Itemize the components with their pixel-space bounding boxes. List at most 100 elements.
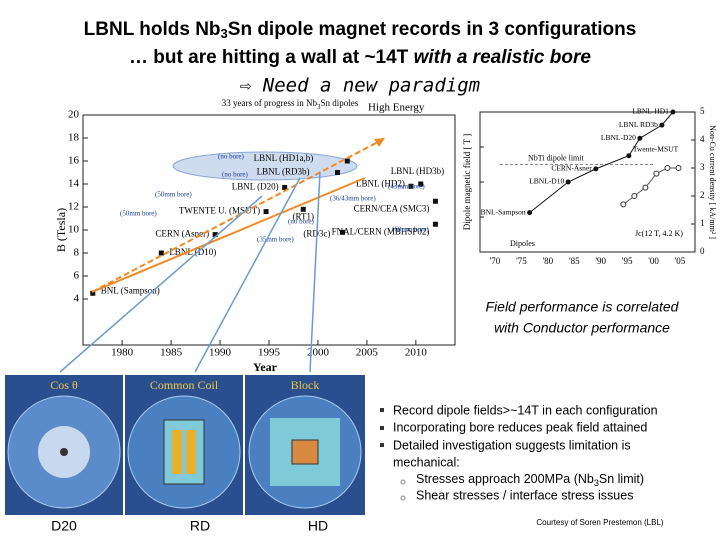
x-tick-label: 1995 bbox=[258, 347, 281, 359]
title-text: LBNL holds Nb bbox=[84, 19, 221, 40]
data-point bbox=[212, 232, 218, 238]
note-line: Field performance is correlated bbox=[486, 299, 680, 315]
panel-title: Block bbox=[291, 378, 320, 392]
panel bbox=[245, 375, 365, 515]
bullet-text: Record dipole fields>~14T in each config… bbox=[393, 403, 658, 417]
text-sub: 3 bbox=[594, 478, 599, 488]
bullet-list: Record dipole fields>~14T in each config… bbox=[380, 403, 658, 502]
bullet-text: mechanical: bbox=[393, 455, 460, 469]
panel-caption: RD bbox=[190, 518, 210, 534]
point-label: LBNL (HD1a,b) bbox=[254, 153, 314, 163]
annotation: (no bore) bbox=[222, 171, 249, 179]
x-tick-label: '05 bbox=[675, 256, 686, 266]
sub-bullet bbox=[400, 479, 406, 485]
corner-label: High Energy bbox=[368, 102, 425, 114]
y2-tick-label: 2 bbox=[700, 190, 705, 200]
magnet-shape bbox=[60, 448, 68, 456]
y2-tick-label: 1 bbox=[700, 218, 705, 228]
y2-tick-label: 5 bbox=[700, 106, 705, 116]
x-axis-label: Year bbox=[253, 360, 278, 374]
dipole-label: CERN-Asner bbox=[551, 164, 592, 173]
x-tick-label: '80 bbox=[543, 256, 554, 266]
bullet-text: Incorporating bore reduces peak field at… bbox=[393, 420, 647, 434]
magnet-shape bbox=[172, 430, 182, 474]
annotation: (36/43mm bore) bbox=[330, 195, 376, 203]
panel-title: Cos θ bbox=[50, 378, 78, 392]
right-chart: Dipole magnetic field [ T ] Non-Cu curre… bbox=[462, 106, 717, 266]
bullet bbox=[380, 443, 384, 447]
link-line bbox=[59, 195, 263, 373]
y-axis-label: B (Tesla) bbox=[54, 208, 68, 252]
chart-title-text: 33 years of progress in Nb bbox=[222, 98, 318, 108]
magnet-shape bbox=[186, 430, 196, 474]
annotation: (60mm bore) bbox=[392, 226, 429, 234]
point-label: TWENTE U. (MSUT) bbox=[179, 206, 260, 216]
annotation: (50mm bore) bbox=[120, 210, 157, 218]
title-text: … but are hitting a wall at ~14T bbox=[129, 47, 409, 68]
point-label: CERN/CEA (SMC3) bbox=[354, 203, 430, 213]
data-point bbox=[335, 170, 341, 175]
data-point bbox=[300, 206, 306, 212]
y-tick-label: 14 bbox=[68, 178, 80, 190]
sub-bullet-text: Stresses approach 200MPa (Nb3Sn limit) bbox=[416, 472, 644, 488]
x-tick-label: 1980 bbox=[111, 347, 134, 359]
link-line bbox=[194, 177, 301, 373]
annotation: (no bore) bbox=[288, 218, 315, 226]
point-label: FNAL/CERN (MBHSP02) bbox=[332, 226, 430, 236]
y-tick-label: 8 bbox=[74, 247, 80, 259]
dipole-point bbox=[565, 179, 571, 185]
y-axis-label: Dipole magnetic field [ T ] bbox=[462, 134, 472, 230]
y2-tick-label: 4 bbox=[700, 134, 705, 144]
chart-title-sub: 3 bbox=[317, 103, 321, 111]
x-tick-label: '00 bbox=[648, 256, 659, 266]
data-point bbox=[339, 229, 345, 235]
data-point bbox=[90, 290, 96, 296]
magnet-shape bbox=[291, 439, 319, 465]
nbti-label: NbTi dipole limit bbox=[528, 153, 584, 162]
annotation: (35mm bore) bbox=[257, 236, 294, 244]
x-tick-label: '90 bbox=[595, 256, 606, 266]
x-tick-label: 2005 bbox=[356, 347, 379, 359]
title-line1: LBNL holds Nb3Sn dipole magnet records i… bbox=[84, 19, 637, 41]
x-tick-label: 2000 bbox=[307, 347, 330, 359]
data-point bbox=[344, 158, 350, 164]
annotation: (50mm bore) bbox=[155, 191, 192, 199]
x-tick-label: '75 bbox=[516, 256, 527, 266]
courtesy: Courtesy of Soren Prestemon (LBL) bbox=[536, 518, 664, 527]
y-tick-label: 16 bbox=[68, 155, 80, 167]
data-point bbox=[418, 181, 424, 187]
title-text: Sn dipole magnet records in 3 configurat… bbox=[228, 19, 637, 40]
title-line3: ⇨ Need a new paradigm bbox=[240, 75, 480, 97]
y2-tick-label: 0 bbox=[700, 246, 705, 256]
legend-entry: Dipoles bbox=[510, 239, 535, 248]
point-label: LBNL (RD3b) bbox=[257, 167, 310, 177]
title-text: with a realistic bore bbox=[414, 47, 592, 68]
y-tick-label: 10 bbox=[68, 224, 80, 236]
point-label: LBNL (HD3b) bbox=[391, 166, 444, 176]
data-point bbox=[408, 183, 414, 189]
x-tick-label: 1985 bbox=[160, 347, 183, 359]
panel bbox=[5, 375, 123, 515]
dipole-point bbox=[593, 166, 599, 172]
dipole-label: LBNL-HD1 bbox=[632, 107, 669, 116]
jc-point bbox=[653, 170, 660, 177]
y-tick-label: 4 bbox=[74, 293, 80, 305]
plot-frame bbox=[479, 111, 696, 253]
point-label: CERN (Asner) bbox=[155, 229, 209, 239]
jc-point bbox=[620, 201, 627, 208]
dipole-point bbox=[527, 210, 533, 216]
y2-tick-label: 3 bbox=[700, 162, 705, 172]
arrow-head bbox=[374, 138, 385, 147]
legend-entry: Jc(12 T, 4.2 K) bbox=[635, 229, 683, 238]
y2-axis-label: Non-Cu current density [ kA/mm² ] bbox=[708, 125, 717, 239]
annotation: (no bore) bbox=[218, 153, 245, 161]
panel-title: Common Coil bbox=[150, 378, 219, 392]
data-point bbox=[158, 250, 164, 256]
dipole-label: BNL-Sampson bbox=[481, 207, 526, 216]
magnet-shape bbox=[163, 419, 205, 485]
dipole-label: LBNL-D20 bbox=[601, 133, 636, 142]
panel-caption: D20 bbox=[51, 518, 77, 534]
data-point bbox=[282, 184, 288, 190]
sub-bullet-text: Shear stresses / interface stress issues bbox=[416, 488, 633, 502]
